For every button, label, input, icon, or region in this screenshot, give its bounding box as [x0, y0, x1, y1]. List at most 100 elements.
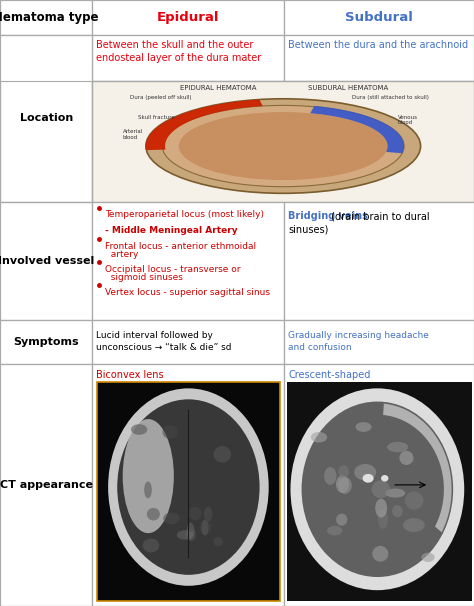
Ellipse shape — [163, 425, 178, 439]
Ellipse shape — [291, 388, 464, 590]
Text: Arterial
blood: Arterial blood — [123, 129, 143, 140]
Bar — [92, 35, 284, 81]
Ellipse shape — [200, 521, 212, 534]
Ellipse shape — [131, 424, 147, 435]
Bar — [284, 35, 474, 81]
Bar — [0, 202, 92, 320]
Ellipse shape — [327, 526, 342, 536]
Text: Dura (still attached to skull): Dura (still attached to skull) — [352, 95, 428, 100]
Ellipse shape — [204, 507, 212, 522]
Bar — [92, 364, 284, 606]
Bar — [92, 202, 284, 320]
Ellipse shape — [311, 432, 327, 442]
Ellipse shape — [372, 546, 388, 562]
Text: Subdural: Subdural — [345, 11, 413, 24]
Bar — [92, 364, 284, 606]
Bar — [92, 202, 284, 320]
Text: Gradually increasing headache
and confusion: Gradually increasing headache and confus… — [288, 331, 429, 352]
Text: SUBDURAL HEMATOMA: SUBDURAL HEMATOMA — [308, 85, 388, 92]
Ellipse shape — [143, 539, 159, 553]
Text: Venous
blood: Venous blood — [398, 115, 418, 125]
Ellipse shape — [338, 477, 352, 494]
Bar — [92, 81, 474, 202]
Bar — [92, 0, 284, 35]
Bar — [0, 35, 92, 202]
Text: Bridging veins: Bridging veins — [288, 211, 368, 222]
Text: Crescent-shaped: Crescent-shaped — [288, 370, 371, 380]
Ellipse shape — [375, 499, 387, 518]
Bar — [0, 364, 92, 606]
Ellipse shape — [421, 553, 435, 562]
Bar — [284, 0, 474, 35]
Ellipse shape — [387, 442, 408, 452]
Text: EPIDURAL HEMATOMA: EPIDURAL HEMATOMA — [180, 85, 256, 92]
Bar — [287, 382, 472, 601]
Bar — [92, 81, 474, 202]
Bar — [92, 320, 284, 364]
Ellipse shape — [213, 537, 223, 546]
Ellipse shape — [146, 99, 420, 193]
Text: Biconvex lens: Biconvex lens — [96, 370, 164, 380]
Ellipse shape — [163, 513, 180, 524]
Ellipse shape — [405, 491, 423, 510]
Bar — [0, 364, 92, 606]
Text: Dura (peeled off skull): Dura (peeled off skull) — [130, 95, 192, 100]
Ellipse shape — [338, 465, 349, 478]
Bar — [284, 202, 474, 320]
Text: Epidural: Epidural — [157, 11, 219, 24]
Ellipse shape — [189, 507, 202, 520]
Text: sigmoid sinuses: sigmoid sinuses — [105, 273, 182, 282]
Ellipse shape — [363, 474, 374, 483]
Text: Occipital locus - transverse or: Occipital locus - transverse or — [105, 265, 240, 274]
Ellipse shape — [336, 475, 349, 493]
Ellipse shape — [336, 513, 347, 525]
Polygon shape — [383, 404, 452, 532]
Text: (drain brain to dural: (drain brain to dural — [328, 211, 430, 222]
Bar — [284, 202, 474, 320]
Ellipse shape — [147, 508, 160, 521]
Bar — [0, 202, 92, 320]
Bar — [92, 320, 284, 364]
Text: Between the dura and the arachnoid: Between the dura and the arachnoid — [288, 40, 468, 50]
Ellipse shape — [144, 482, 152, 498]
Bar — [284, 0, 474, 35]
Bar — [284, 364, 474, 606]
Text: Involved vessel: Involved vessel — [0, 256, 94, 266]
Ellipse shape — [123, 419, 174, 533]
Ellipse shape — [372, 481, 390, 498]
Ellipse shape — [403, 518, 425, 532]
Bar — [284, 35, 474, 81]
Text: - Middle Meningeal Artery: - Middle Meningeal Artery — [105, 226, 237, 235]
Polygon shape — [146, 99, 263, 150]
Bar — [92, 81, 474, 202]
Ellipse shape — [213, 446, 231, 462]
Text: artery: artery — [105, 250, 138, 259]
Bar — [0, 81, 92, 202]
Ellipse shape — [354, 464, 376, 481]
Text: Vertex locus - superior sagittal sinus: Vertex locus - superior sagittal sinus — [105, 288, 270, 297]
Bar — [0, 35, 92, 202]
Ellipse shape — [162, 105, 404, 187]
Text: Temperoparietal locus (most likely): Temperoparietal locus (most likely) — [105, 210, 264, 219]
Ellipse shape — [201, 519, 209, 536]
Ellipse shape — [186, 529, 196, 541]
Ellipse shape — [117, 399, 260, 575]
Ellipse shape — [392, 505, 403, 518]
Bar — [0, 0, 92, 35]
Text: Symptoms: Symptoms — [13, 337, 79, 347]
Text: Skull fracture: Skull fracture — [138, 115, 175, 119]
Bar — [0, 35, 92, 81]
Ellipse shape — [177, 530, 193, 540]
Ellipse shape — [301, 402, 453, 577]
Text: Hematoma type: Hematoma type — [0, 11, 99, 24]
Ellipse shape — [356, 422, 372, 432]
Bar — [0, 320, 92, 364]
Ellipse shape — [385, 488, 405, 498]
Ellipse shape — [381, 475, 388, 482]
Bar — [284, 320, 474, 364]
Bar — [284, 364, 474, 606]
Bar — [92, 81, 474, 202]
Polygon shape — [310, 106, 404, 153]
Ellipse shape — [378, 509, 388, 529]
Bar — [92, 0, 284, 35]
